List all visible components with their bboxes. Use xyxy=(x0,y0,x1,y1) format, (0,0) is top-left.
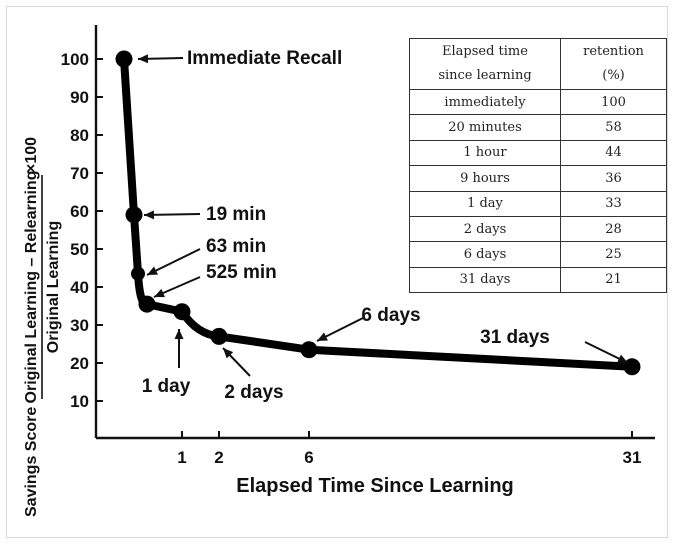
table-header-elapsed: Elapsed time since learning xyxy=(409,38,561,90)
data-point xyxy=(138,295,156,313)
table-cell-retention: 100 xyxy=(560,88,667,116)
series xyxy=(115,50,641,376)
data-point xyxy=(173,303,191,321)
table-row: immediately 100 xyxy=(409,88,667,116)
arrowhead xyxy=(317,332,328,341)
arrowhead xyxy=(144,210,155,220)
table-row: 20 minutes 58 xyxy=(409,114,667,141)
y-label-prefix: Savings Score xyxy=(23,407,40,517)
annotation: 19 min xyxy=(143,204,266,225)
table-cell-retention: 33 xyxy=(560,190,667,217)
y-tick-label: 40 xyxy=(70,278,89,297)
arrowhead xyxy=(617,354,628,363)
header-elapsed-line2: since learning xyxy=(438,68,532,83)
table-cell-time: 9 hours xyxy=(409,165,561,192)
y-label-denominator: Original Learning xyxy=(45,221,62,353)
table-cell-retention: 36 xyxy=(560,165,667,192)
y-tick-label: 20 xyxy=(70,354,89,373)
arrowhead xyxy=(147,266,158,275)
data-point xyxy=(210,327,228,345)
data-point xyxy=(131,266,145,281)
table-header-row: Elapsed time since learning retention (%… xyxy=(409,38,667,90)
y-label-multiplier: ×100 xyxy=(23,137,40,173)
table-cell-time: immediately xyxy=(409,88,561,116)
forgetting-curve-chart: 10 20 30 40 50 60 70 80 90 100 1 2 6 31 Immediate Rec… xyxy=(23,25,655,517)
y-tick-label: 50 xyxy=(70,240,89,259)
table-row: 1 hour 44 xyxy=(409,139,667,167)
annotation-label: 63 min xyxy=(206,236,266,257)
retention-table: Elapsed time since learning retention (%… xyxy=(409,38,667,294)
arrowhead xyxy=(223,348,234,359)
annotation: 2 days xyxy=(222,347,284,403)
table-header-retention: retention (%) xyxy=(560,38,667,90)
y-axis-label: Savings Score Original Learning – Relear… xyxy=(23,137,62,517)
annotation-label: 2 days xyxy=(224,382,283,403)
figure-frame: 10 20 30 40 50 60 70 80 90 100 1 2 6 31 Immediate Rec… xyxy=(6,6,668,538)
table-cell-retention: 28 xyxy=(560,215,667,243)
table-cell-retention: 58 xyxy=(560,114,667,141)
table-row: 1 day 33 xyxy=(409,190,667,217)
header-retention-line2: (%) xyxy=(602,68,625,83)
y-tick-label: 30 xyxy=(70,316,89,335)
y-tick-label: 80 xyxy=(70,126,89,145)
annotation-label: 19 min xyxy=(206,204,266,225)
y-tick-label: 70 xyxy=(70,164,89,183)
y-tick-label: 100 xyxy=(61,50,89,69)
y-label-numerator: Original Learning – Relearning xyxy=(23,171,40,404)
ticks: 10 20 30 40 50 60 70 80 90 100 1 2 6 31 xyxy=(61,50,642,467)
annotation: 1 day xyxy=(142,329,191,397)
y-tick-label: 90 xyxy=(70,88,89,107)
annotation: 6 days xyxy=(316,305,421,342)
table-row: 6 days 25 xyxy=(409,241,667,268)
table-cell-retention: 21 xyxy=(560,266,667,294)
y-tick-label: 10 xyxy=(70,392,89,411)
table-cell-time: 20 minutes xyxy=(409,114,561,141)
axes xyxy=(94,25,655,440)
data-point xyxy=(125,206,143,224)
table-cell-retention: 44 xyxy=(560,139,667,167)
table-cell-time: 6 days xyxy=(409,241,561,268)
x-tick-label: 31 xyxy=(623,448,642,467)
annotation: 63 min xyxy=(146,236,266,276)
annotation-label: 525 min xyxy=(206,262,277,283)
x-tick-label: 6 xyxy=(304,448,313,467)
table-row: 2 days 28 xyxy=(409,215,667,243)
table-cell-time: 1 day xyxy=(409,190,561,217)
header-retention-line1: retention xyxy=(583,44,644,59)
table-cell-time: 2 days xyxy=(409,215,561,243)
x-tick-label: 2 xyxy=(214,448,223,467)
annotation: 31 days xyxy=(480,327,629,364)
table-cell-retention: 25 xyxy=(560,241,667,268)
arrowhead xyxy=(138,54,149,64)
x-axis-label: Elapsed Time Since Learning xyxy=(236,475,514,497)
annotation-label: 1 day xyxy=(142,376,191,397)
annotation: Immediate Recall xyxy=(137,48,342,69)
y-tick-label: 60 xyxy=(70,202,89,221)
annotation-label: 31 days xyxy=(480,327,550,348)
annotations: Immediate Recall 19 min 63 min 525 min 1 day… xyxy=(137,48,629,403)
arrowhead xyxy=(154,288,165,298)
table-row: 31 days 21 xyxy=(409,266,667,294)
x-tick-label: 1 xyxy=(177,448,186,467)
annotation-label: 6 days xyxy=(361,305,420,326)
data-point xyxy=(115,50,133,68)
header-elapsed-line1: Elapsed time xyxy=(442,44,528,59)
arrowhead xyxy=(174,329,184,339)
table-row: 9 hours 36 xyxy=(409,165,667,192)
table-cell-time: 1 hour xyxy=(409,139,561,167)
data-point xyxy=(300,341,318,359)
annotation-label: Immediate Recall xyxy=(187,48,342,69)
table-cell-time: 31 days xyxy=(409,266,561,294)
annotation: 525 min xyxy=(153,262,277,298)
